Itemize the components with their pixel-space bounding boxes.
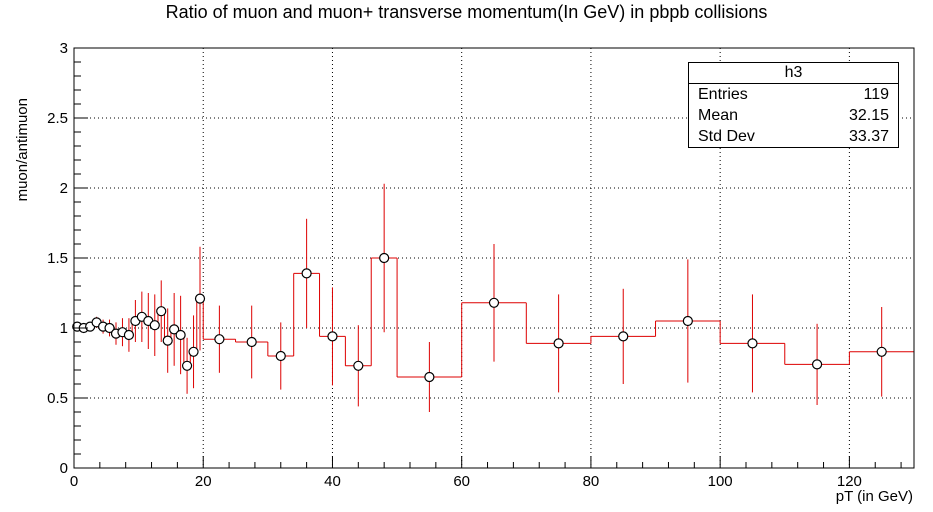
data-point bbox=[104, 322, 115, 334]
y-tick-label: 1.5 bbox=[47, 250, 68, 267]
data-point bbox=[353, 360, 364, 371]
y-tick-label: 0.5 bbox=[47, 390, 68, 407]
x-tick-label: 60 bbox=[453, 473, 470, 490]
data-point bbox=[149, 320, 160, 331]
data-point bbox=[169, 324, 180, 335]
axis-layer: 0 20 40 60 80 100 120 0 0.5 1 1.5 2 2.5 3 bbox=[47, 40, 902, 490]
data-layer bbox=[72, 183, 914, 412]
x-tick-label: 0 bbox=[70, 473, 78, 490]
data-point bbox=[194, 293, 206, 304]
stats-entries-value: 119 bbox=[863, 86, 889, 103]
chart-title: Ratio of muon and muon+ transverse momen… bbox=[165, 2, 768, 22]
x-tick-label: 80 bbox=[583, 473, 600, 490]
x-tick-label: 120 bbox=[837, 473, 862, 490]
y-tick-label: 1 bbox=[60, 320, 68, 337]
stats-stddev-value: 33.37 bbox=[848, 128, 889, 145]
data-point bbox=[175, 329, 186, 341]
x-tick-label: 20 bbox=[195, 473, 212, 490]
y-tick-label: 3 bbox=[60, 40, 68, 57]
data-point bbox=[488, 297, 500, 308]
stats-row-entries: Entries 119 bbox=[689, 84, 898, 105]
x-axis-label: pT (in GeV) bbox=[835, 488, 913, 505]
data-point bbox=[123, 329, 135, 341]
data-point bbox=[156, 306, 167, 317]
data-point bbox=[246, 336, 257, 348]
stats-entries-label: Entries bbox=[698, 86, 748, 103]
stats-row-stddev: Std Dev 33.37 bbox=[689, 126, 898, 147]
stats-box-title: h3 bbox=[689, 63, 898, 84]
data-point bbox=[275, 350, 286, 362]
stats-mean-label: Mean bbox=[698, 107, 739, 124]
data-point bbox=[327, 331, 338, 342]
data-point bbox=[811, 359, 823, 370]
data-point bbox=[301, 268, 312, 279]
data-point bbox=[424, 371, 435, 383]
data-point bbox=[214, 334, 225, 345]
stats-stddev-label: Std Dev bbox=[698, 128, 755, 145]
stats-row-mean: Mean 32.15 bbox=[689, 105, 898, 126]
data-point bbox=[553, 338, 564, 349]
y-tick-label: 0 bbox=[60, 460, 68, 477]
data-point bbox=[181, 360, 193, 371]
data-point bbox=[747, 338, 758, 349]
y-tick-label: 2.5 bbox=[47, 110, 68, 127]
x-tick-label: 40 bbox=[324, 473, 341, 490]
data-point bbox=[876, 346, 887, 357]
data-point bbox=[618, 331, 629, 342]
x-tick-label: 100 bbox=[708, 473, 733, 490]
data-point bbox=[162, 335, 173, 346]
data-point bbox=[188, 346, 199, 357]
data-point bbox=[379, 252, 390, 264]
stats-mean-value: 32.15 bbox=[848, 107, 889, 124]
stats-box: h3 Entries 119 Mean 32.15 Std Dev 33.37 bbox=[688, 62, 899, 148]
data-point bbox=[682, 315, 693, 327]
y-tick-label: 2 bbox=[60, 180, 68, 197]
